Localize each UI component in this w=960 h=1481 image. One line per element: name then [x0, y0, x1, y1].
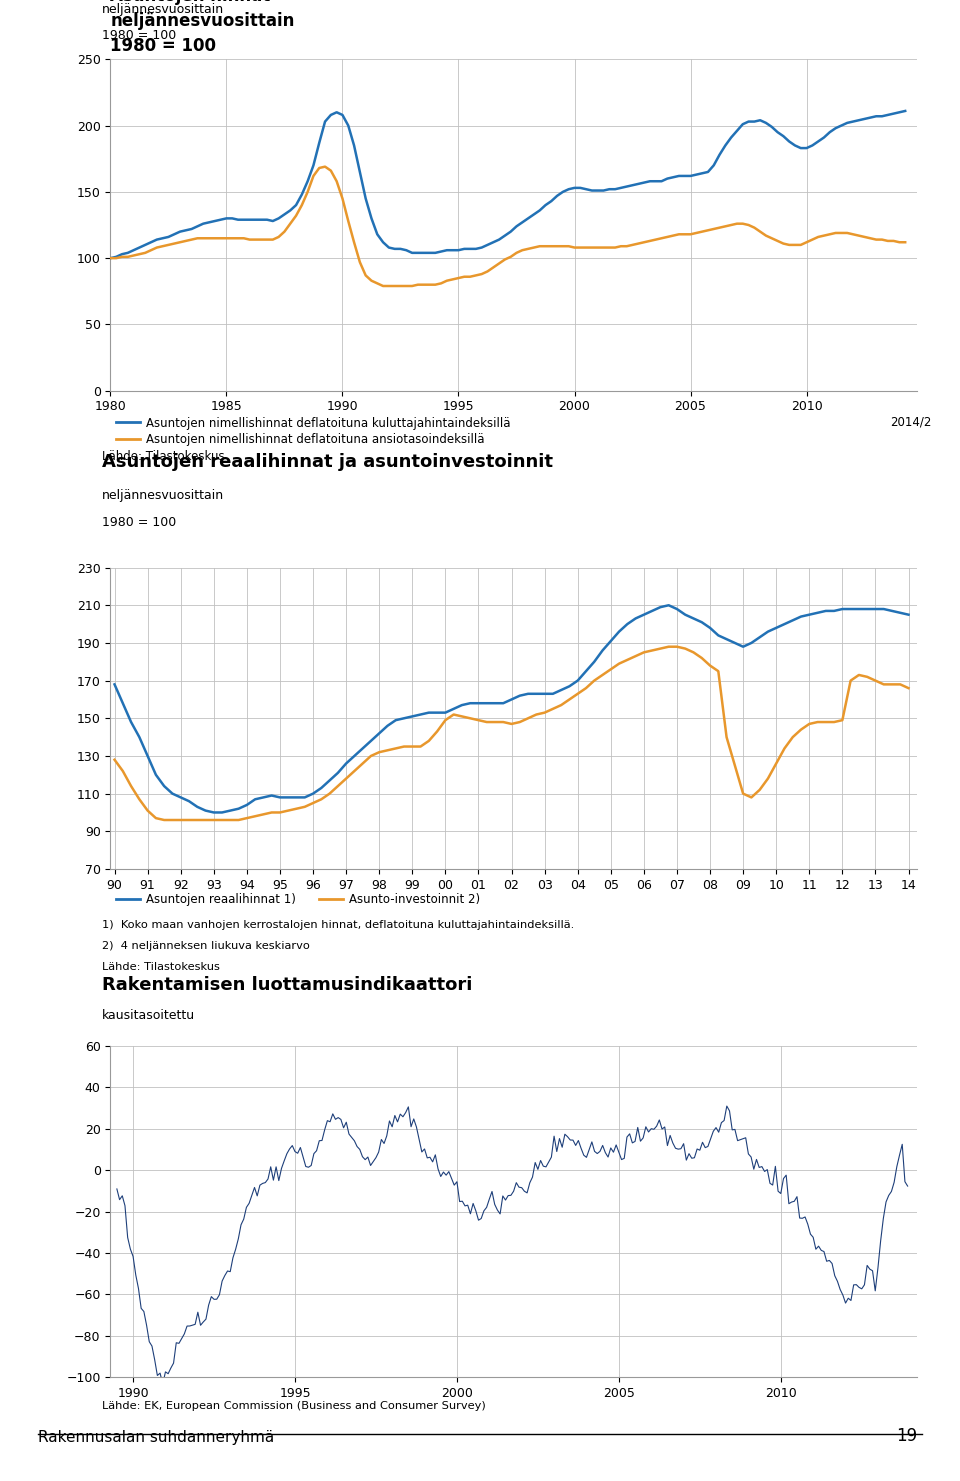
- Text: 2)  4 neljänneksen liukuva keskiarvo: 2) 4 neljänneksen liukuva keskiarvo: [103, 942, 310, 951]
- Text: neljännesvuosittain: neljännesvuosittain: [103, 3, 225, 16]
- Text: Asuntojen hinnat
neljännesvuosittain
1980 = 100: Asuntojen hinnat neljännesvuosittain 198…: [110, 0, 295, 55]
- Text: 1)  Koko maan vanhojen kerrostalojen hinnat, deflatoituna kuluttajahintaindeksil: 1) Koko maan vanhojen kerrostalojen hinn…: [103, 920, 575, 930]
- Text: 1980 = 100: 1980 = 100: [103, 517, 177, 529]
- Text: 1980 = 100: 1980 = 100: [103, 30, 177, 43]
- Text: Rakentamisen luottamusindikaattori: Rakentamisen luottamusindikaattori: [103, 976, 472, 994]
- Text: Lähde: EK, European Commission (Business and Consumer Survey): Lähde: EK, European Commission (Business…: [103, 1401, 486, 1410]
- Text: 2014/2: 2014/2: [890, 416, 932, 429]
- Text: Lähde: Tilastokeskus: Lähde: Tilastokeskus: [103, 963, 220, 973]
- Legend: Asuntojen nimellishinnat deflatoituna kuluttajahintaindeksillä, Asuntojen nimell: Asuntojen nimellishinnat deflatoituna ku…: [116, 416, 511, 446]
- Legend: Asuntojen reaalihinnat 1), Asunto-investoinnit 2): Asuntojen reaalihinnat 1), Asunto-invest…: [116, 893, 480, 906]
- Text: Rakennusalan suhdanneryhmä: Rakennusalan suhdanneryhmä: [38, 1431, 275, 1445]
- Text: kausitasoitettu: kausitasoitettu: [103, 1010, 196, 1022]
- Text: Asuntojen reaalihinnat ja asuntoinvestoinnit: Asuntojen reaalihinnat ja asuntoinvestoi…: [103, 453, 553, 471]
- Text: 19: 19: [896, 1428, 917, 1445]
- Text: Lähde: Tilastokeskus: Lähde: Tilastokeskus: [103, 450, 225, 464]
- Text: neljännesvuosittain: neljännesvuosittain: [103, 489, 225, 502]
